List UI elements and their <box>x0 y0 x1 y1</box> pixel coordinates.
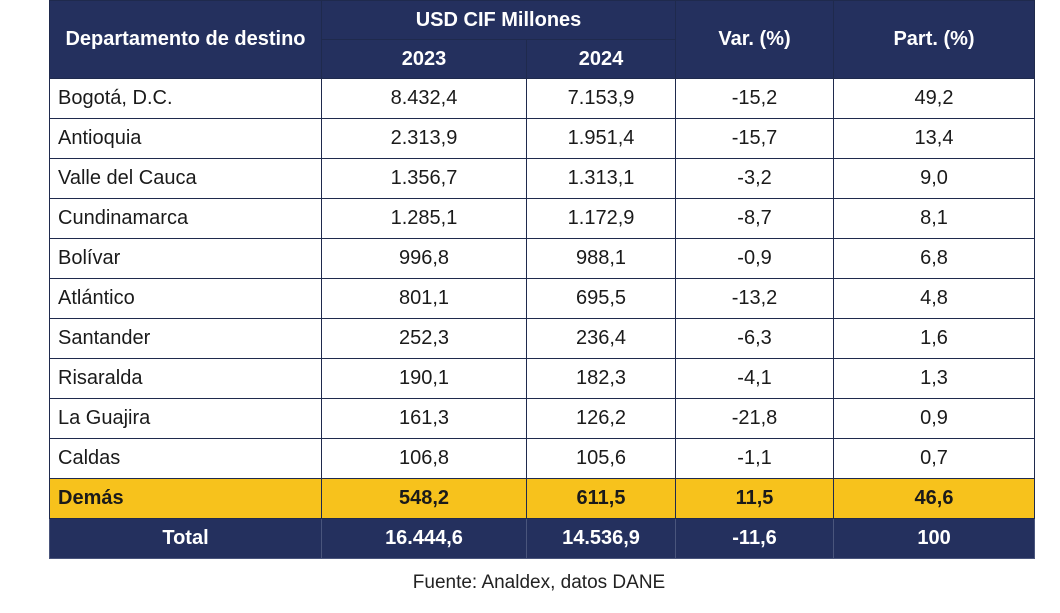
header-usd-group: USD CIF Millones <box>320 0 677 40</box>
cell-name: Antioquia <box>49 118 322 159</box>
cell-var: 11,5 <box>675 478 835 519</box>
cell-part: 1,6 <box>833 318 1036 359</box>
cell-name: Caldas <box>49 438 322 479</box>
cell-part: 1,3 <box>833 358 1036 399</box>
cell-2023: 252,3 <box>321 318 527 359</box>
cell-2023: 190,1 <box>321 358 527 399</box>
cell-part: 49,2 <box>833 78 1036 119</box>
cell-var: -3,2 <box>675 158 835 199</box>
table-row-total: Total 16.444,6 14.536,9 -11,6 100 <box>49 518 1036 559</box>
header-year-2023: 2023 <box>321 39 527 79</box>
cell-2023: 8.432,4 <box>321 78 527 119</box>
cell-part: 0,9 <box>833 398 1036 439</box>
cell-var: -1,1 <box>675 438 835 479</box>
cell-name: Bolívar <box>49 238 322 279</box>
cell-2024: 105,6 <box>525 438 677 479</box>
cell-part: 8,1 <box>833 198 1036 239</box>
cell-2023: 2.313,9 <box>321 118 527 159</box>
cell-part: 100 <box>833 518 1036 559</box>
cell-2024: 7.153,9 <box>525 78 677 119</box>
cell-name: Atlántico <box>49 278 322 319</box>
cell-2024: 611,5 <box>525 478 677 519</box>
cell-name: Santander <box>49 318 322 359</box>
cell-2023: 16.444,6 <box>321 518 527 559</box>
cell-part: 13,4 <box>833 118 1036 159</box>
table-body: Bogotá, D.C. 8.432,4 7.153,9 -15,2 49,2 Antio… <box>49 78 1036 559</box>
cell-2024: 236,4 <box>525 318 677 359</box>
cell-2024: 182,3 <box>525 358 677 399</box>
header-department: Departamento de destino <box>49 0 322 79</box>
table-row: Bogotá, D.C. 8.432,4 7.153,9 -15,2 49,2 <box>49 78 1036 119</box>
table-row: Bolívar 996,8 988,1 -0,9 6,8 <box>49 238 1036 279</box>
cell-part: 9,0 <box>833 158 1036 199</box>
cell-2023: 161,3 <box>321 398 527 439</box>
cell-2024: 126,2 <box>525 398 677 439</box>
cell-var: -15,7 <box>675 118 835 159</box>
cell-2024: 988,1 <box>525 238 677 279</box>
table-row: La Guajira 161,3 126,2 -21,8 0,9 <box>49 398 1036 439</box>
cell-name: Demás <box>49 478 322 519</box>
cell-name: Bogotá, D.C. <box>49 78 322 119</box>
cell-2023: 801,1 <box>321 278 527 319</box>
cell-2023: 996,8 <box>321 238 527 279</box>
table-row: Valle del Cauca 1.356,7 1.313,1 -3,2 9,0 <box>49 158 1036 199</box>
cell-2024: 14.536,9 <box>525 518 677 559</box>
table-row: Atlántico 801,1 695,5 -13,2 4,8 <box>49 278 1036 319</box>
cell-var: -8,7 <box>675 198 835 239</box>
cell-2024: 1.951,4 <box>525 118 677 159</box>
table-row: Cundinamarca 1.285,1 1.172,9 -8,7 8,1 <box>49 198 1036 239</box>
cell-var: -21,8 <box>675 398 835 439</box>
table-row: Santander 252,3 236,4 -6,3 1,6 <box>49 318 1036 359</box>
cell-2023: 548,2 <box>321 478 527 519</box>
table-row: Caldas 106,8 105,6 -1,1 0,7 <box>49 438 1036 479</box>
table-header: Departamento de destino USD CIF Millones… <box>49 0 1036 79</box>
cell-part: 0,7 <box>833 438 1036 479</box>
header-share: Part. (%) <box>833 0 1036 79</box>
cell-2024: 695,5 <box>525 278 677 319</box>
header-year-2024: 2024 <box>525 39 677 79</box>
cell-var: -4,1 <box>675 358 835 399</box>
cell-name: Valle del Cauca <box>49 158 322 199</box>
cell-name: Risaralda <box>49 358 322 399</box>
source-note: Fuente: Analdex, datos DANE <box>412 572 666 593</box>
cell-2023: 1.356,7 <box>321 158 527 199</box>
cell-part: 4,8 <box>833 278 1036 319</box>
cell-var: -0,9 <box>675 238 835 279</box>
cell-2024: 1.172,9 <box>525 198 677 239</box>
cell-part: 46,6 <box>833 478 1036 519</box>
cell-var: -6,3 <box>675 318 835 359</box>
cell-2023: 106,8 <box>321 438 527 479</box>
table-row-demas: Demás 548,2 611,5 11,5 46,6 <box>49 478 1036 519</box>
cell-2024: 1.313,1 <box>525 158 677 199</box>
header-variation: Var. (%) <box>675 0 835 79</box>
cell-var: -11,6 <box>675 518 835 559</box>
cell-name: Cundinamarca <box>49 198 322 239</box>
cell-name: Total <box>49 518 322 559</box>
cell-var: -15,2 <box>675 78 835 119</box>
table-row: Risaralda 190,1 182,3 -4,1 1,3 <box>49 358 1036 399</box>
cell-part: 6,8 <box>833 238 1036 279</box>
table-row: Antioquia 2.313,9 1.951,4 -15,7 13,4 <box>49 118 1036 159</box>
imports-by-department-table: Departamento de destino USD CIF Millones… <box>49 0 1036 559</box>
cell-var: -13,2 <box>675 278 835 319</box>
cell-name: La Guajira <box>49 398 322 439</box>
cell-2023: 1.285,1 <box>321 198 527 239</box>
